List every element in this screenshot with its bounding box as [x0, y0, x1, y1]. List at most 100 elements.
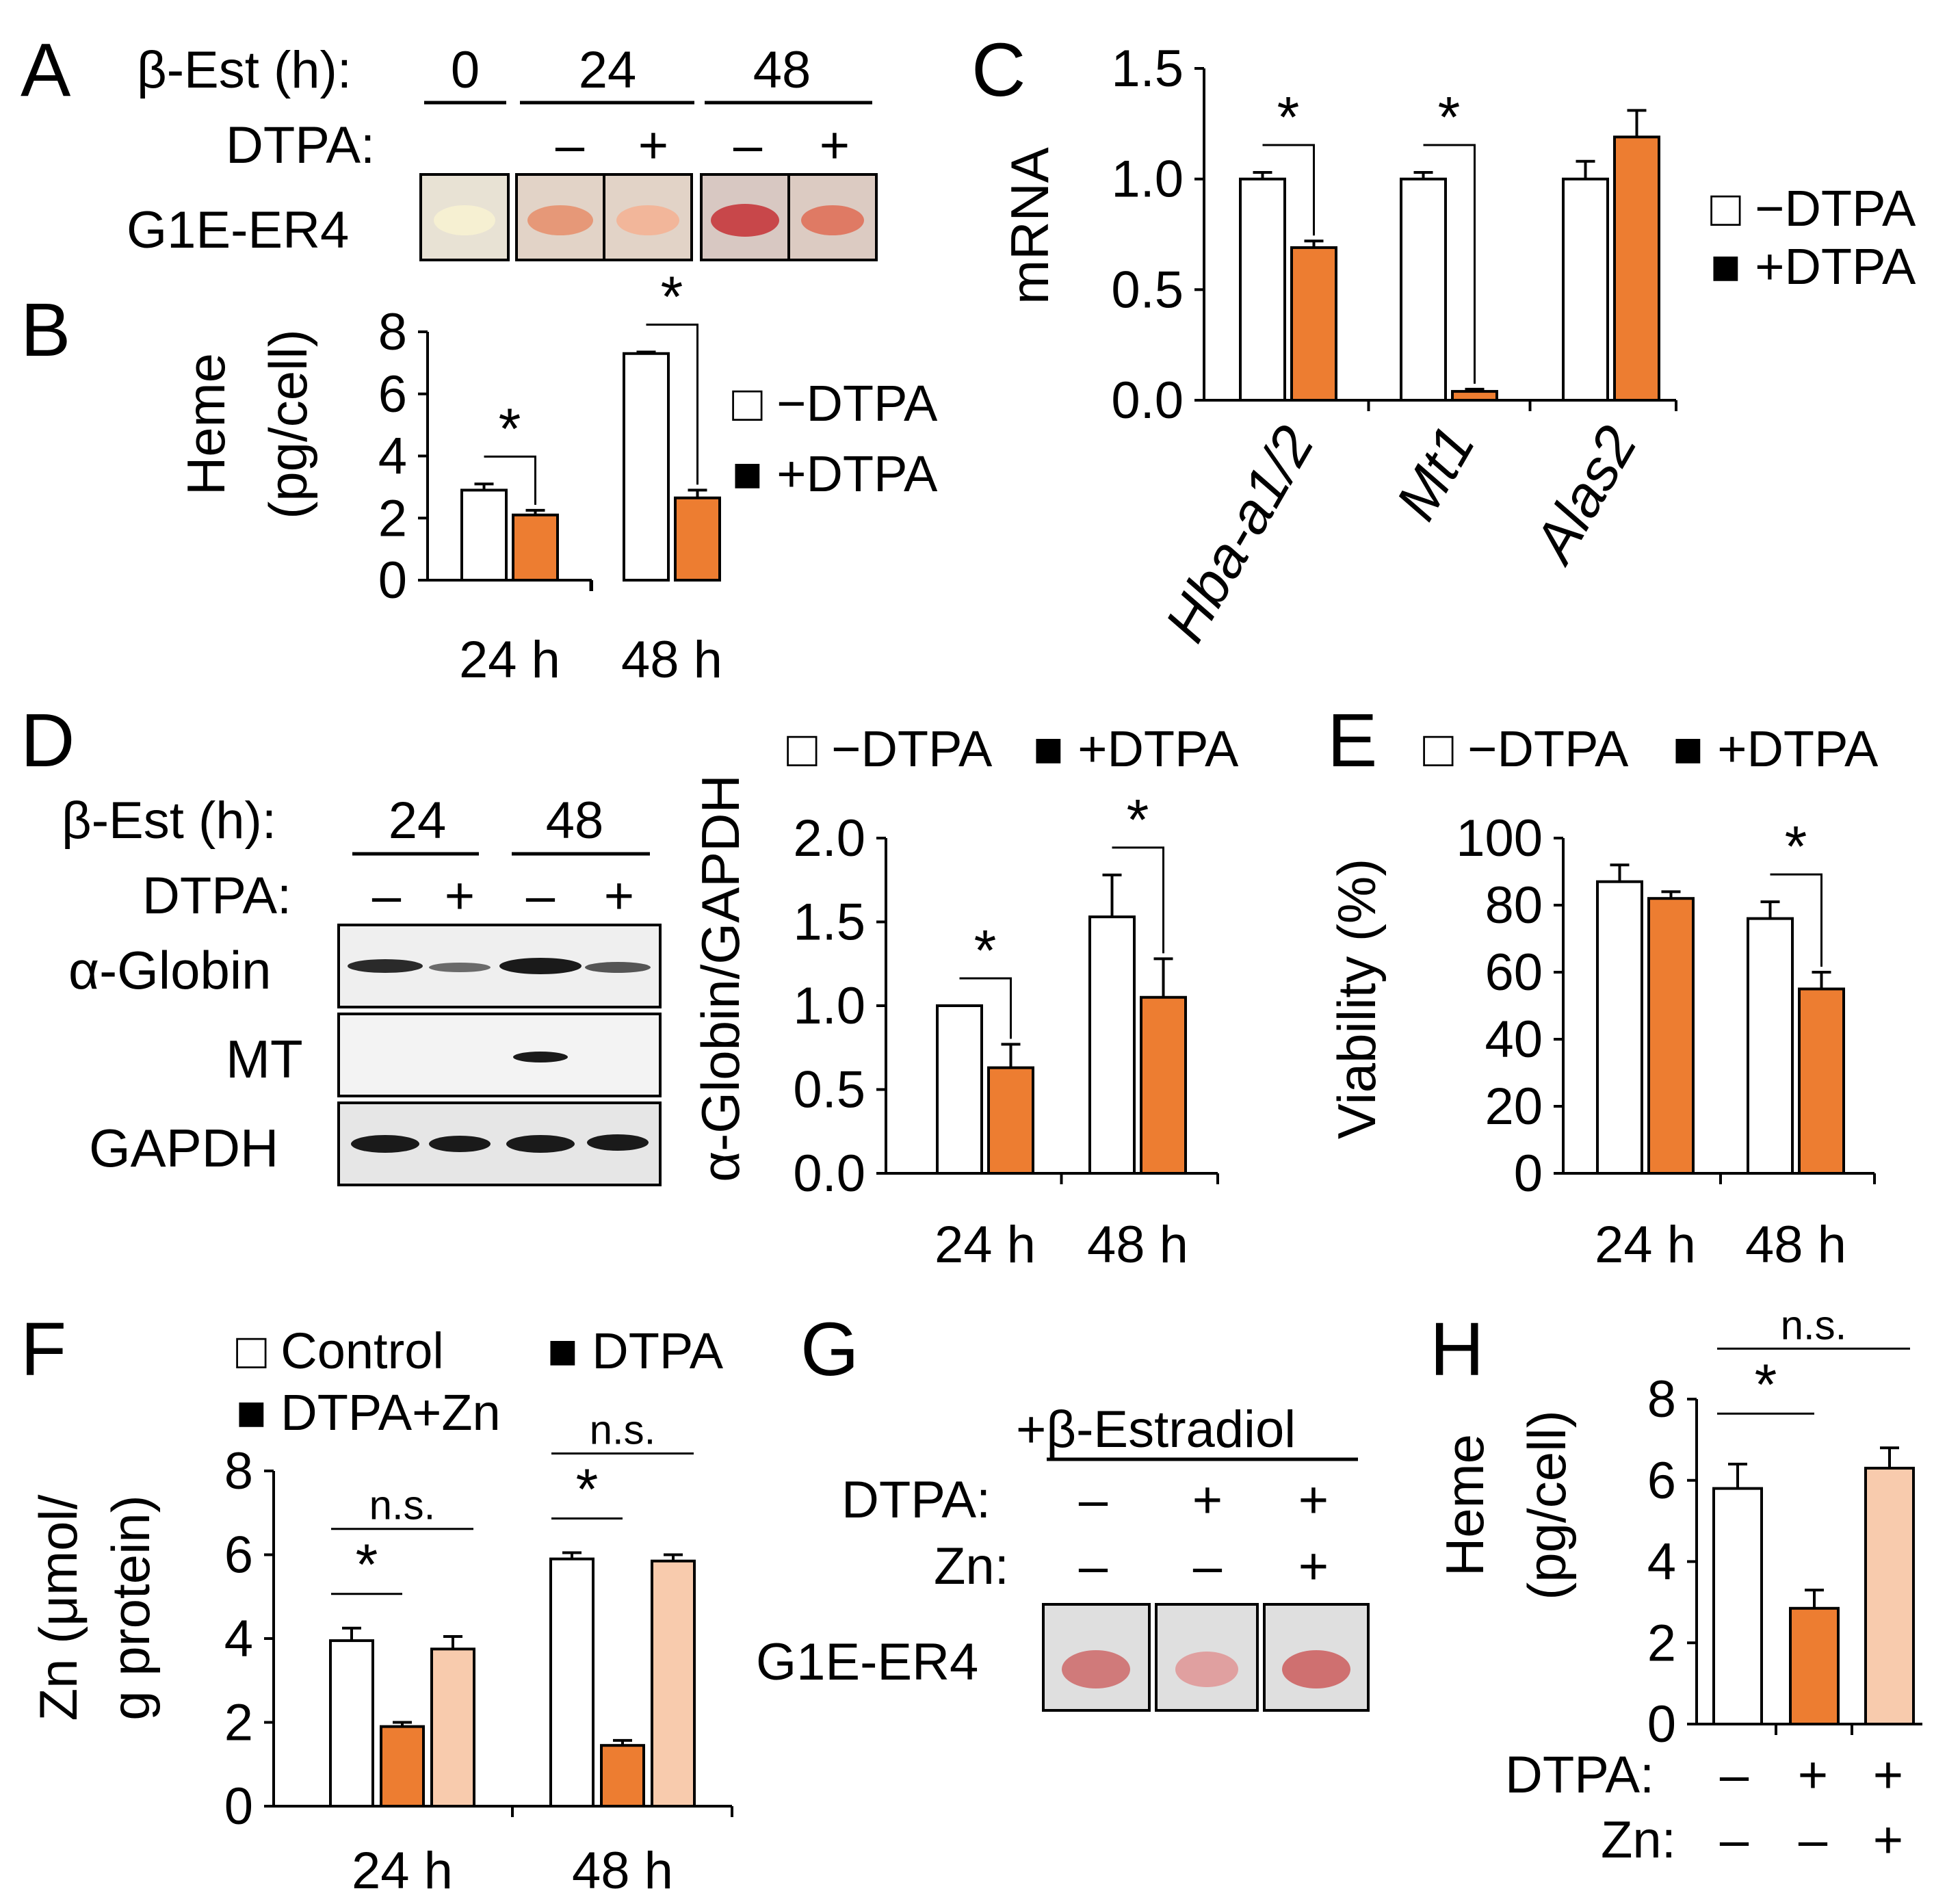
legend-entry-plus: ■ +DTPA — [1710, 238, 1916, 295]
bar — [674, 496, 721, 582]
y-axis-label-2: (pg/cell) — [258, 329, 318, 519]
band — [429, 963, 491, 972]
dtpa-sign: + — [820, 116, 850, 174]
y-tick-label: 0.5 — [1111, 261, 1184, 319]
pellet — [434, 205, 495, 235]
significance-bracket — [646, 323, 698, 485]
band — [587, 1134, 649, 1151]
pellet — [1282, 1650, 1350, 1688]
bar — [651, 1559, 696, 1808]
significance-star: * — [1277, 85, 1300, 149]
pellet — [801, 205, 864, 235]
pellet — [527, 205, 593, 235]
panel-letter-f: F — [21, 1307, 66, 1392]
dtpa-sign: + — [1298, 1471, 1329, 1529]
y-tick-label: 6 — [378, 365, 407, 423]
bar — [1140, 995, 1187, 1175]
panel-letter-b: B — [21, 288, 70, 372]
zn-sign: – — [1720, 1811, 1749, 1869]
y-tick-label: 2.0 — [793, 809, 865, 868]
category-label: Hba-a1/2 — [1152, 415, 1326, 652]
bar — [1789, 1606, 1840, 1725]
dtpa-sign: + — [638, 116, 668, 174]
pellet — [616, 205, 679, 235]
bar — [936, 1004, 983, 1175]
pellet — [1175, 1652, 1238, 1687]
chart-d-globin-quant: α-Globin/GAPDH □ −DTPA ■ +DTPA 0.0 0.5 1.0… — [690, 720, 1239, 1274]
bar — [460, 488, 508, 582]
blot-label-gapdh: GAPDH — [89, 1118, 278, 1178]
y-tick-label: 6 — [224, 1526, 253, 1584]
significance-bracket — [1112, 846, 1164, 954]
significance-ns: n.s. — [369, 1483, 436, 1528]
bar — [1400, 177, 1447, 402]
dtpa-label: DTPA: — [841, 1471, 991, 1529]
dtpa-sign: – — [556, 116, 585, 174]
chart-c-mrna: C mRNA □ −DTPA ■ +DTPA 0.0 0.5 1.0 1.5 Hba-a… — [971, 28, 1916, 652]
y-axis-label: Heme — [1435, 1434, 1495, 1576]
time-label: 0 — [451, 41, 480, 99]
legend-entry-minus: □ −DTPA — [1423, 720, 1629, 777]
bar — [1613, 135, 1660, 402]
category-label: 24 h — [935, 1216, 1036, 1274]
category-label: 48 h — [572, 1842, 673, 1891]
bar — [1239, 177, 1286, 402]
significance-star: * — [661, 264, 683, 328]
y-tick-label: 8 — [1647, 1370, 1676, 1429]
category-label: 24 h — [352, 1842, 453, 1891]
band — [585, 962, 651, 973]
legend-entry-plus: ■ +DTPA — [1673, 720, 1879, 777]
dtpa-sign: – — [526, 867, 556, 925]
panel-letter-g: G — [800, 1307, 859, 1392]
significance-bracket — [1423, 144, 1476, 384]
y-tick-label: 1.5 — [1111, 40, 1184, 98]
bar — [1088, 915, 1136, 1175]
significance-star: * — [974, 918, 997, 982]
dtpa-label: DTPA: — [226, 116, 375, 174]
bar — [1864, 1466, 1915, 1725]
y-tick-label: 1.0 — [793, 977, 865, 1035]
y-tick-label: 1.5 — [793, 894, 865, 952]
legend-entry-plus: ■ +DTPA — [732, 445, 938, 502]
bar — [1451, 390, 1498, 402]
time-label: 48 — [753, 41, 811, 99]
y-tick-label: 8 — [378, 303, 407, 361]
dtpa-sign: – — [733, 116, 763, 174]
zn-sign: + — [1873, 1811, 1903, 1869]
y-tick-label: 1.0 — [1111, 151, 1184, 209]
significance-star: * — [1785, 814, 1807, 878]
zn-sign: – — [1193, 1537, 1223, 1595]
time-label: 24 — [579, 41, 637, 99]
category-label: Alas2 — [1520, 415, 1649, 575]
band — [499, 958, 582, 974]
dtpa-label: DTPA: — [142, 867, 291, 925]
legend-entry-minus: □ −DTPA — [732, 375, 938, 432]
zn-sign: – — [1799, 1811, 1828, 1869]
pellet — [1062, 1650, 1130, 1688]
legend-entry-minus: □ −DTPA — [787, 720, 993, 777]
band — [351, 1135, 419, 1153]
zn-label: Zn: — [1601, 1811, 1676, 1869]
significance-bracket — [1262, 144, 1315, 236]
band — [506, 1135, 575, 1153]
panel-a: A β-Est (h): 0 24 48 DTPA: – + – + G1E-E… — [21, 28, 878, 261]
cell-line-label: G1E-ER4 — [127, 201, 349, 259]
panel-g: G +β-Estradiol DTPA: – + + Zn: – – + G1E… — [756, 1307, 1370, 1712]
y-tick-label: 100 — [1456, 809, 1543, 868]
band — [429, 1136, 491, 1152]
y-tick-label: 4 — [378, 428, 407, 486]
dtpa-sign: + — [1873, 1746, 1903, 1804]
significance-ns: n.s. — [590, 1407, 656, 1452]
bar — [600, 1744, 645, 1808]
y-axis-label-2: (pg/cell) — [1517, 1410, 1577, 1600]
bar — [380, 1725, 425, 1808]
significance-star: * — [1438, 85, 1461, 149]
zn-sign: – — [1079, 1537, 1108, 1595]
category-label: 48 h — [621, 631, 722, 689]
panel-letter-h: H — [1430, 1307, 1484, 1392]
bar — [1747, 917, 1794, 1175]
time-label: 24 — [389, 792, 447, 850]
time-label: 48 — [546, 792, 604, 850]
dtpa-sign: + — [604, 867, 634, 925]
